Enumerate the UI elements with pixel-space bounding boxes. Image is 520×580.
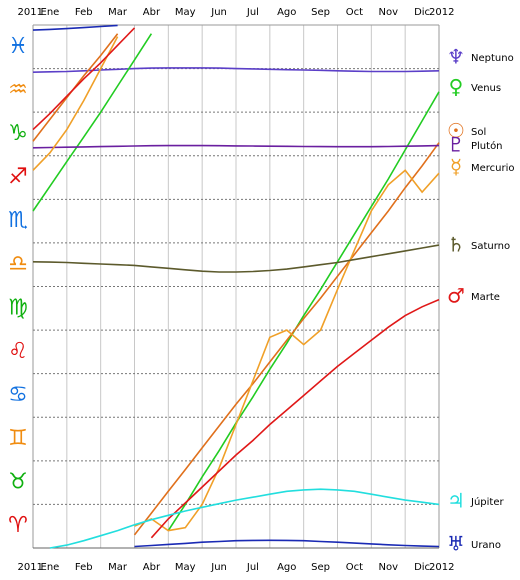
x-tick-label: Jun [210, 7, 227, 18]
x-tick-label: Ene [41, 562, 60, 573]
planet-line [167, 91, 440, 532]
planet-line [134, 169, 440, 532]
x-tick-label: Ene [41, 7, 60, 18]
legend-symbol: ☿ [450, 155, 462, 179]
legend-label: Plutón [471, 140, 503, 152]
y-tick-label: ♈ [8, 513, 28, 538]
planet-line [32, 27, 136, 131]
x-tick-label: Dic [414, 562, 430, 573]
x-tick-label: Oct [346, 562, 363, 573]
legend-label: Sol [471, 127, 486, 138]
legend-symbol: ♃ [447, 489, 465, 513]
y-tick-label: ♒ [8, 77, 28, 102]
x-tick-label: Abr [143, 7, 161, 18]
x-tick-label: Abr [143, 562, 161, 573]
legend-label: Neptuno [471, 53, 514, 64]
legend-symbol: ♄ [447, 233, 465, 257]
y-tick-label: ♎ [8, 252, 28, 277]
legend-symbol: ♅ [447, 532, 465, 556]
legend-symbol: ♇ [447, 133, 465, 157]
x-tick-label: Oct [346, 7, 363, 18]
planet-line [32, 24, 118, 31]
y-tick-label: ♋ [8, 382, 28, 407]
x-tick-label: 2012 [429, 562, 454, 573]
y-tick-label: ♑ [8, 121, 28, 146]
y-tick-label: ♊ [8, 426, 28, 451]
y-tick-label: ♌ [8, 339, 28, 364]
legend-label: Venus [471, 83, 501, 94]
x-tick-label: 2011 [18, 562, 43, 573]
x-tick-label: Jun [210, 562, 227, 573]
x-tick-label: Nov [378, 562, 398, 573]
legend-label: Saturno [471, 241, 510, 252]
y-tick-label: ♏ [8, 208, 28, 233]
y-tick-label: ♓ [8, 34, 28, 59]
x-tick-label: Feb [75, 7, 93, 18]
x-tick-label: Nov [378, 7, 398, 18]
x-tick-label: Jul [246, 562, 259, 573]
x-tick-label: 2012 [429, 7, 454, 18]
planet-line [150, 298, 440, 539]
y-tick-label: ♉ [8, 470, 28, 495]
x-tick-label: Mar [108, 562, 128, 573]
x-tick-label: May [175, 7, 196, 18]
legend-symbol: ♆ [447, 45, 465, 69]
planet-line [134, 539, 440, 548]
x-tick-label: Jul [246, 7, 259, 18]
legend-label: Urano [471, 540, 501, 551]
legend-label: Marte [471, 292, 500, 303]
x-tick-label: Ago [277, 7, 296, 18]
x-tick-label: 2011 [18, 7, 43, 18]
legend-symbol: ☉ [447, 119, 465, 143]
x-tick-label: Dic [414, 7, 430, 18]
planet-line [32, 144, 440, 149]
legend-symbol: ♂ [447, 284, 465, 308]
x-tick-label: Sep [311, 7, 330, 18]
planet-line [32, 244, 440, 273]
x-tick-label: May [175, 562, 196, 573]
y-tick-label: ♐ [8, 165, 28, 190]
planet-line [49, 488, 440, 549]
legend-label: Mercurio [471, 163, 515, 174]
planet-line [32, 36, 119, 171]
planet-line [32, 33, 153, 212]
x-tick-label: Ago [277, 562, 296, 573]
legend-symbol: ♀ [449, 75, 464, 99]
x-tick-label: Mar [108, 7, 128, 18]
planet-line [133, 142, 440, 536]
legend-label: Júpiter [470, 496, 504, 508]
x-tick-label: Sep [311, 562, 330, 573]
x-tick-label: Feb [75, 562, 93, 573]
y-tick-label: ♍ [8, 295, 28, 320]
